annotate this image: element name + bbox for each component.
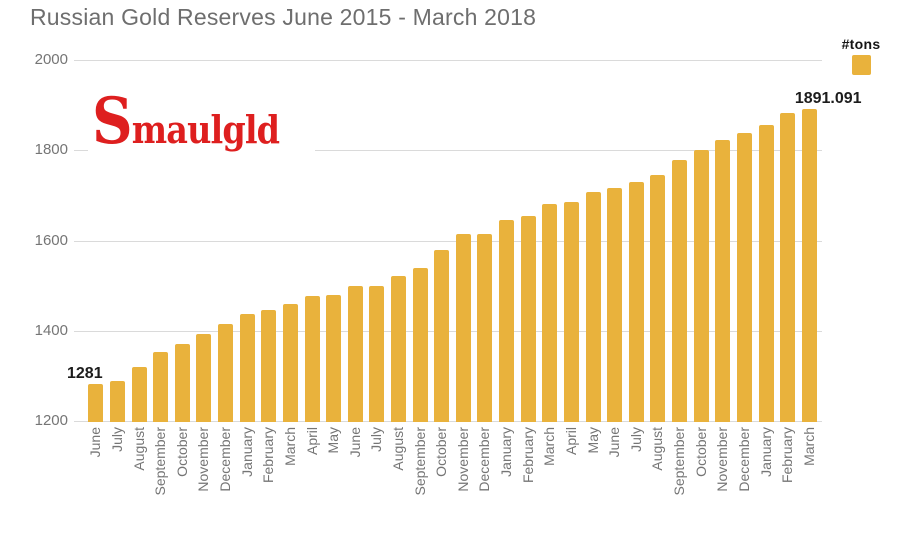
bar xyxy=(88,384,104,422)
bar xyxy=(672,159,687,422)
y-axis-tick-label: 1200 xyxy=(34,412,68,429)
bar xyxy=(174,343,190,422)
bar xyxy=(218,324,233,422)
bar xyxy=(563,201,579,422)
bar xyxy=(455,234,471,422)
bar xyxy=(780,113,796,422)
bar xyxy=(239,314,255,422)
bar xyxy=(542,204,558,422)
bar xyxy=(326,294,342,422)
bar xyxy=(736,133,752,422)
bar xyxy=(347,286,363,422)
bar xyxy=(109,381,125,422)
x-axis-tick-label: January xyxy=(498,427,514,477)
bar xyxy=(477,234,493,422)
legend: #tons xyxy=(826,36,896,80)
x-axis-tick-label: September xyxy=(671,427,687,496)
bar xyxy=(391,276,406,422)
bar xyxy=(434,249,450,422)
x-axis-tick-label: October xyxy=(173,427,190,477)
x-axis-tick-label: March xyxy=(800,427,817,466)
x-axis-tick-label: September xyxy=(152,427,169,496)
x-axis-tick-label: August xyxy=(390,427,406,471)
first-bar-value-label: 1281 xyxy=(67,365,103,383)
x-axis-tick-label: August xyxy=(130,427,147,471)
x-axis-tick-label: November xyxy=(195,427,212,492)
x-axis-tick-label: April xyxy=(562,427,579,456)
x-axis-tick-label: May xyxy=(584,427,601,454)
x-axis-tick-label: April xyxy=(303,427,320,456)
x-axis-tick-label: November xyxy=(714,427,731,492)
bar xyxy=(282,304,298,422)
bar xyxy=(758,124,774,422)
y-axis-tick-label: 1600 xyxy=(34,231,68,249)
bar xyxy=(131,367,147,422)
x-axis-tick-label: January xyxy=(238,427,255,477)
x-axis-tick-label: August xyxy=(649,427,666,471)
bar xyxy=(520,215,536,422)
bar xyxy=(196,333,212,422)
x-axis-tick-label: July xyxy=(108,427,125,452)
bar xyxy=(304,296,320,422)
x-axis-tick-label: March xyxy=(541,427,558,466)
x-axis-tick-label: February xyxy=(519,427,536,484)
bar xyxy=(153,352,169,422)
x-axis-tick-label: September xyxy=(411,427,428,496)
x-axis-tick-label: February xyxy=(260,427,277,484)
bar xyxy=(607,188,623,422)
x-axis-tick-label: July xyxy=(368,427,385,452)
x-axis-tick-label: June xyxy=(606,427,623,458)
x-axis-tick-label: June xyxy=(346,427,363,458)
x-axis-tick-label: May xyxy=(325,427,342,454)
x-axis-tick-label: October xyxy=(433,427,450,477)
legend-label: #tons xyxy=(841,36,881,52)
bar xyxy=(261,310,277,422)
last-bar-value-label: 1891.091 xyxy=(794,90,862,108)
legend-color-swatch xyxy=(851,55,871,75)
y-axis-tick-label: 1800 xyxy=(34,141,68,159)
x-axis-tick-label: March xyxy=(281,427,298,466)
smaulgld-logo-text: Smaulgld xyxy=(92,84,280,159)
x-axis-tick-label: November xyxy=(454,427,471,492)
gridline xyxy=(74,60,822,61)
bar xyxy=(693,149,709,422)
chart-title: Russian Gold Reserves June 2015 - March … xyxy=(30,4,537,30)
bar xyxy=(650,175,666,422)
smaulgld-logo: Smaulgld xyxy=(88,84,315,163)
bar xyxy=(499,220,514,422)
x-axis-tick-label: October xyxy=(692,427,709,477)
bar xyxy=(369,286,385,422)
x-axis-tick-label: July xyxy=(627,427,644,452)
x-axis-tick-label: January xyxy=(757,427,774,477)
bar xyxy=(412,267,428,422)
gridline xyxy=(74,150,822,152)
x-axis-tick-label: June xyxy=(87,427,104,458)
gridline xyxy=(74,240,822,242)
x-axis-tick-label: December xyxy=(217,427,233,492)
y-axis-tick-label: 1400 xyxy=(34,321,68,339)
bar xyxy=(628,181,644,422)
x-axis-tick-label: December xyxy=(476,427,493,492)
x-axis-tick-label: December xyxy=(735,427,752,492)
bar xyxy=(715,139,731,422)
y-axis-tick-label: 2000 xyxy=(34,51,68,68)
bar xyxy=(585,191,601,422)
bar xyxy=(801,109,817,422)
x-axis-tick-label: February xyxy=(779,427,796,484)
